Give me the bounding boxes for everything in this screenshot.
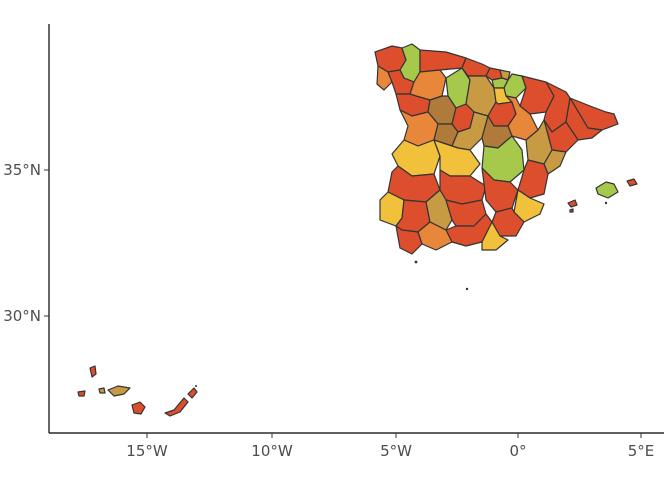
island-ibiza [567, 199, 578, 208]
province-pontevedra [376, 65, 393, 91]
province-almeria [481, 221, 509, 251]
y-axis-ticks [44, 169, 49, 317]
island-la-gomera [98, 387, 106, 394]
peninsula-provinces [374, 43, 619, 255]
balearic-islands [567, 178, 638, 213]
island-formentera [569, 208, 574, 213]
alboran-dot [465, 287, 469, 291]
island-el-hierro [77, 390, 86, 397]
island-menorca [626, 178, 638, 187]
x-tick-label-15w: 15°W [126, 442, 168, 460]
island-mallorca [595, 181, 619, 199]
x-tick-label-0: 0° [509, 442, 526, 460]
island-lanzarote [187, 387, 198, 399]
x-axis-ticks [146, 433, 642, 438]
province-cadiz [395, 225, 423, 255]
x-tick-label-5e: 5°E [628, 442, 655, 460]
canary-islands [77, 365, 198, 417]
y-tick-label-35n: 35°N [3, 161, 41, 179]
x-tick-label-10w: 10°W [251, 442, 293, 460]
province-asturias [419, 49, 467, 73]
province-toledo [433, 139, 481, 177]
y-tick-label-30n: 30°N [3, 307, 41, 325]
island-gran-canaria [131, 401, 146, 415]
ceuta-dot [414, 260, 418, 264]
province-albacete [481, 167, 519, 213]
island-alegranza [195, 385, 197, 387]
island-la-palma [89, 365, 97, 378]
island-cabrera [604, 201, 608, 205]
island-tenerife [107, 385, 131, 397]
island-fuerteventura [164, 397, 189, 417]
x-tick-label-5w: 5°W [380, 442, 412, 460]
